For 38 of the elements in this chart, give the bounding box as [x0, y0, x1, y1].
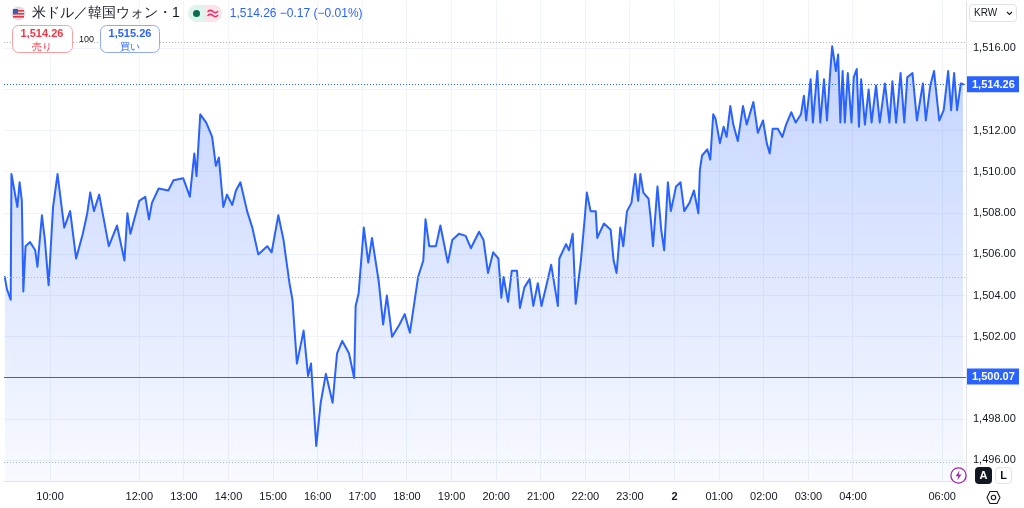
text: 1,514.26 −0.17 (−0.01%) — [229, 6, 363, 20]
y-tick-label: 1,506.00 — [973, 247, 1016, 260]
y-tick-label: 1,510.00 — [973, 165, 1016, 178]
x-tick-label: 12:00 — [125, 489, 154, 502]
y-tick-label: 1,502.00 — [973, 329, 1016, 342]
x-tick-label: 15:00 — [259, 489, 287, 502]
annotation: 売り — [31, 40, 53, 54]
x-tick-label: 17:00 — [348, 489, 377, 502]
annotation: 1,515.26 — [107, 27, 153, 39]
y-tick-label: 1,504.00 — [973, 288, 1016, 301]
y-axis-title: KRW — [974, 7, 998, 18]
x-tick-label: 02:00 — [750, 489, 778, 502]
y-tick-label: 1,498.00 — [973, 412, 1016, 425]
x-tick-label: 10:00 — [36, 489, 64, 502]
y-tick-label: 1,508.00 — [973, 206, 1016, 219]
ref-line-label: 1,500.07 — [972, 370, 1015, 383]
chart-title: 米ドル／韓国ウォン・1 — [32, 4, 180, 22]
x-tick-label: 23:00 — [616, 489, 644, 502]
x-tick-label: 04:00 — [839, 489, 867, 502]
x-tick-label: 18:00 — [393, 489, 421, 502]
x-tick-label: 13:00 — [170, 489, 198, 502]
x-tick-label: 14:00 — [214, 489, 243, 502]
annotation: 買い — [119, 40, 141, 54]
y-tick-label: 1,516.00 — [973, 41, 1016, 54]
x-tick-label: 03:00 — [794, 489, 823, 502]
y-tick-label: 1,512.00 — [973, 123, 1016, 136]
x-tick-label: 20:00 — [482, 489, 510, 502]
x-tick-label: 22:00 — [571, 489, 600, 502]
x-tick-label: 19:00 — [437, 489, 466, 502]
x-tick-label: 06:00 — [928, 489, 956, 502]
annotation: 100 — [79, 34, 95, 44]
x-tick-label: 01:00 — [705, 489, 733, 502]
y-tick-label: 1,496.00 — [973, 453, 1016, 466]
ref-line-label: 1,514.26 — [972, 77, 1015, 90]
annotation: 1,514.26 — [19, 27, 65, 39]
x-tick-label: 2 — [671, 489, 678, 502]
x-tick-label: 16:00 — [303, 489, 332, 502]
x-tick-label: 21:00 — [526, 489, 555, 502]
